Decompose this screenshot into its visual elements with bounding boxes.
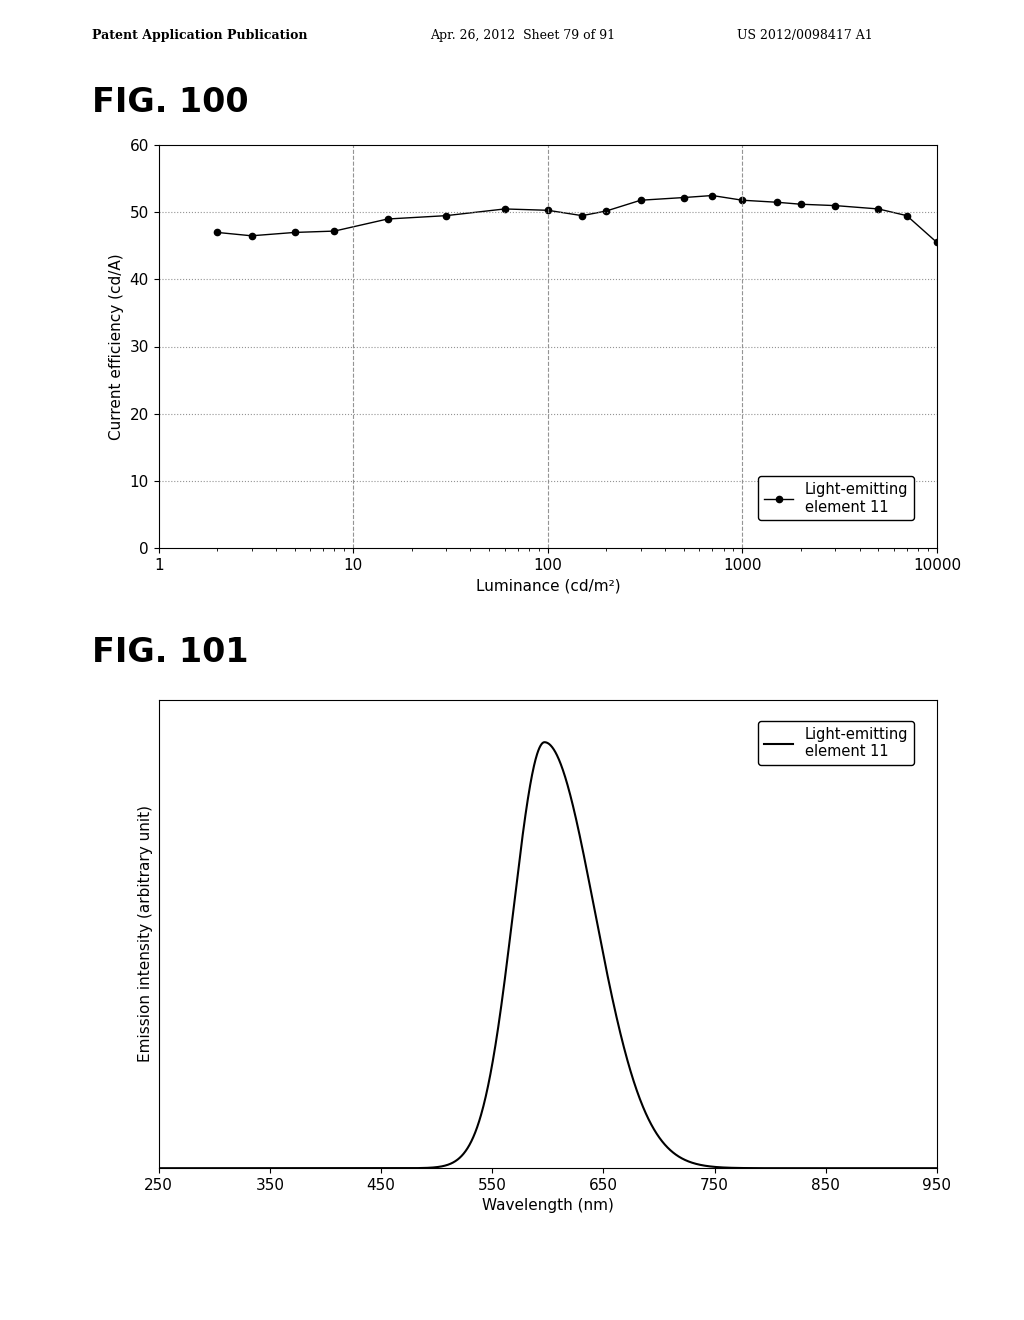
X-axis label: Luminance (cd/m²): Luminance (cd/m²) — [475, 578, 621, 593]
Text: US 2012/0098417 A1: US 2012/0098417 A1 — [737, 29, 873, 42]
Y-axis label: Emission intensity (arbitrary unit): Emission intensity (arbitrary unit) — [138, 805, 154, 1063]
Legend: Light-emitting
element 11: Light-emitting element 11 — [758, 477, 914, 520]
Text: Patent Application Publication: Patent Application Publication — [92, 29, 307, 42]
Legend: Light-emitting
element 11: Light-emitting element 11 — [758, 721, 914, 766]
X-axis label: Wavelength (nm): Wavelength (nm) — [482, 1199, 613, 1213]
Y-axis label: Current efficiency (cd/A): Current efficiency (cd/A) — [110, 253, 124, 440]
Text: FIG. 100: FIG. 100 — [92, 86, 249, 119]
Text: Apr. 26, 2012  Sheet 79 of 91: Apr. 26, 2012 Sheet 79 of 91 — [430, 29, 615, 42]
Text: FIG. 101: FIG. 101 — [92, 636, 249, 669]
